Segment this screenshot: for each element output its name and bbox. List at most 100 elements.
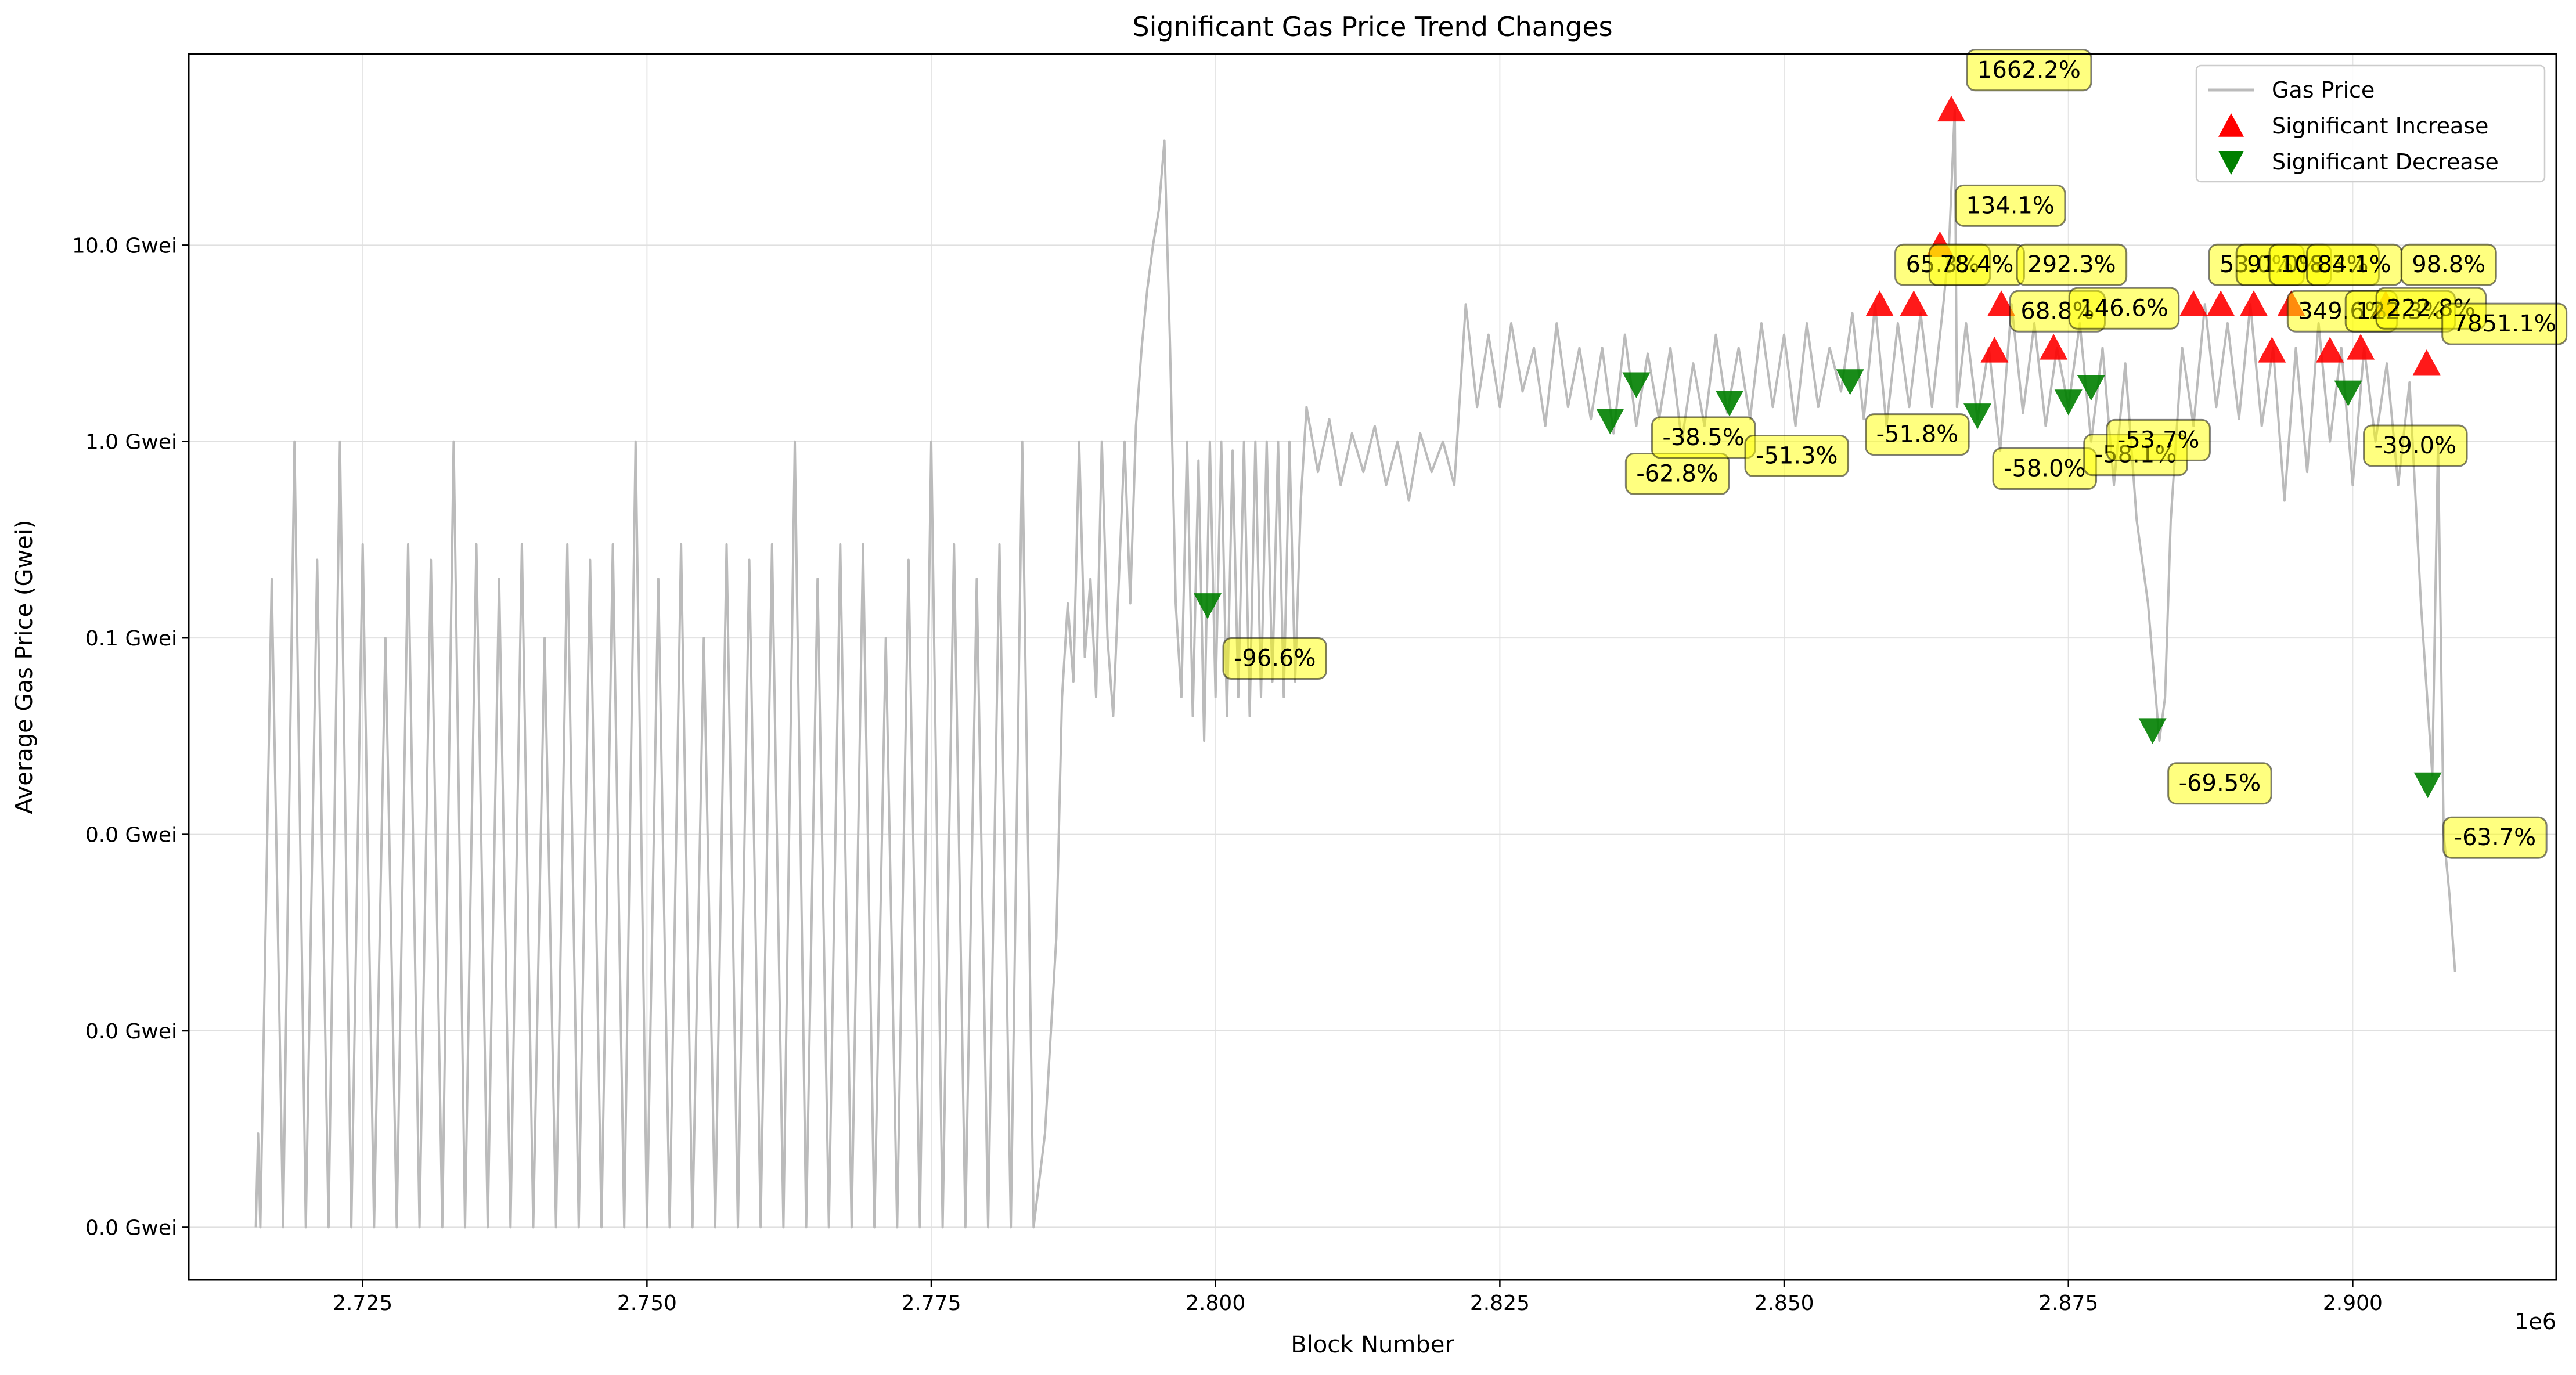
increase-marker	[1987, 290, 2016, 316]
decrease-marker	[1596, 409, 1624, 435]
annotation: -62.8%	[1624, 452, 1730, 495]
annotation: -69.5%	[2167, 762, 2272, 805]
annotation: -39.0%	[2363, 424, 2468, 467]
annotation-label: 84.1%	[2318, 251, 2391, 278]
legend-label: Significant Increase	[2272, 113, 2488, 139]
increase-marker	[2207, 290, 2235, 316]
annotation-box	[2106, 418, 2211, 461]
increase-marker	[2347, 334, 2375, 360]
x-tick-label: 2.900	[2323, 1291, 2383, 1315]
decrease-marker	[1193, 593, 1222, 619]
annotation: -38.5%	[1651, 416, 1756, 459]
legend: Gas Price Significant Increase Significant…	[2195, 64, 2546, 183]
y-tick-label: 10.0 Gwei	[72, 234, 177, 258]
increase-marker	[1937, 95, 1965, 122]
plot-frame	[188, 53, 2557, 1281]
annotation-box	[2442, 816, 2548, 859]
annotation-box	[1954, 184, 2066, 227]
decrease-marker	[1716, 391, 1744, 417]
plot-area	[254, 95, 2456, 1229]
x-tick-label: 2.725	[333, 1291, 392, 1315]
annotation-label: 78.4%	[1940, 251, 2013, 278]
annotation: -51.3%	[1744, 435, 1850, 478]
annotation-label: -51.8%	[1876, 421, 1959, 448]
annotation: -53.7%	[2106, 418, 2211, 461]
decrease-marker	[1622, 372, 1651, 398]
annotation-box	[2167, 762, 2272, 805]
annotation: 292.3%	[2016, 243, 2128, 286]
annotation-label: -96.6%	[1234, 645, 1316, 672]
annotation: 98.8%	[2400, 243, 2497, 286]
x-tick-label: 2.800	[1186, 1291, 1245, 1315]
annotation-label: -62.8%	[1636, 460, 1718, 487]
decrease-marker	[2334, 380, 2362, 407]
increase-marker	[2179, 290, 2208, 316]
y-tick-label: 1.0 Gwei	[85, 431, 177, 454]
annotation-label: -38.5%	[1662, 424, 1745, 451]
increase-marker	[2316, 337, 2344, 363]
annotation-label: 98.8%	[2412, 251, 2485, 278]
x-tick-label: 2.775	[901, 1291, 961, 1315]
annotation-box	[2068, 287, 2180, 330]
x-tick-label: 2.825	[1470, 1291, 1530, 1315]
y-tick-label: 0.1 Gwei	[85, 627, 177, 651]
increase-marker	[2258, 337, 2286, 363]
annotation: -51.8%	[1865, 413, 1970, 456]
annotation-label: 7851.1%	[2453, 311, 2556, 337]
decrease-marker	[2413, 772, 2442, 799]
chart-title: Significant Gas Price Trend Changes	[1132, 11, 1612, 42]
y-tick-label: 0.0 Gwei	[85, 1216, 177, 1240]
annotation-box	[1966, 49, 2092, 92]
annotation: 134.1%	[1954, 184, 2066, 227]
x-tick-label: 2.750	[617, 1291, 677, 1315]
annotation: 1662.2%	[1966, 49, 2092, 92]
annotation-label: 146.6%	[2080, 295, 2168, 322]
x-offset-label: 1e6	[2514, 1309, 2556, 1334]
legend-marker	[2218, 113, 2244, 137]
decrease-marker	[1836, 369, 1864, 395]
legend-label: Significant Decrease	[2272, 149, 2499, 175]
increase-marker	[2412, 349, 2441, 376]
annotation: 7851.1%	[2441, 302, 2568, 345]
annotations: 65.3%78.4%134.1%1662.2%68.8%292.3%146.6%…	[1222, 49, 2568, 859]
annotation-label: -51.3%	[1756, 443, 1838, 470]
annotation-box	[1865, 413, 1970, 456]
annotation-box	[2441, 302, 2568, 345]
annotation-label: -39.0%	[2375, 432, 2457, 459]
annotation-label: -69.5%	[2179, 770, 2261, 797]
annotation: -58.0%	[1992, 447, 2098, 490]
annotation-box	[1744, 435, 1850, 478]
decrease-marker	[2138, 718, 2167, 744]
increase-marker	[2040, 334, 2068, 360]
decrease-marker	[2077, 375, 2105, 401]
x-axis-label: Block Number	[1291, 1331, 1454, 1358]
annotation-label: -58.0%	[2004, 456, 2086, 482]
annotation: 146.6%	[2068, 287, 2180, 330]
annotation-box	[1222, 637, 1328, 680]
axes: 2.725 2.750 2.775 2.800 2.825 2.850 2.875 2.900…	[72, 234, 2383, 1315]
annotation-box	[2363, 424, 2468, 467]
legend-label: Gas Price	[2272, 77, 2375, 103]
decrease-marker	[2054, 389, 2083, 416]
annotation-label: 1662.2%	[1977, 57, 2081, 84]
x-tick-label: 2.850	[1754, 1291, 1814, 1315]
legend-marker	[2218, 151, 2244, 175]
annotation-box	[2400, 243, 2497, 286]
annotation-label: -53.7%	[2117, 427, 2200, 453]
annotation: -63.7%	[2442, 816, 2548, 859]
decrease-marker	[1963, 403, 1992, 430]
legend-box	[2195, 64, 2546, 183]
increase-marker	[2239, 290, 2268, 316]
annotation-label: 292.3%	[2027, 251, 2116, 278]
increase-marker	[1865, 290, 1894, 316]
annotation: -96.6%	[1222, 637, 1328, 680]
annotation-label: 134.1%	[1966, 192, 2055, 219]
annotation-box	[2016, 243, 2128, 286]
annotation: 78.4%	[1928, 243, 2025, 286]
y-tick-label: 0.0 Gwei	[85, 1020, 177, 1044]
annotation: 84.1%	[2306, 243, 2403, 286]
annotation-label: -63.7%	[2454, 824, 2537, 851]
y-axis-label: Average Gas Price (Gwei)	[11, 520, 38, 814]
